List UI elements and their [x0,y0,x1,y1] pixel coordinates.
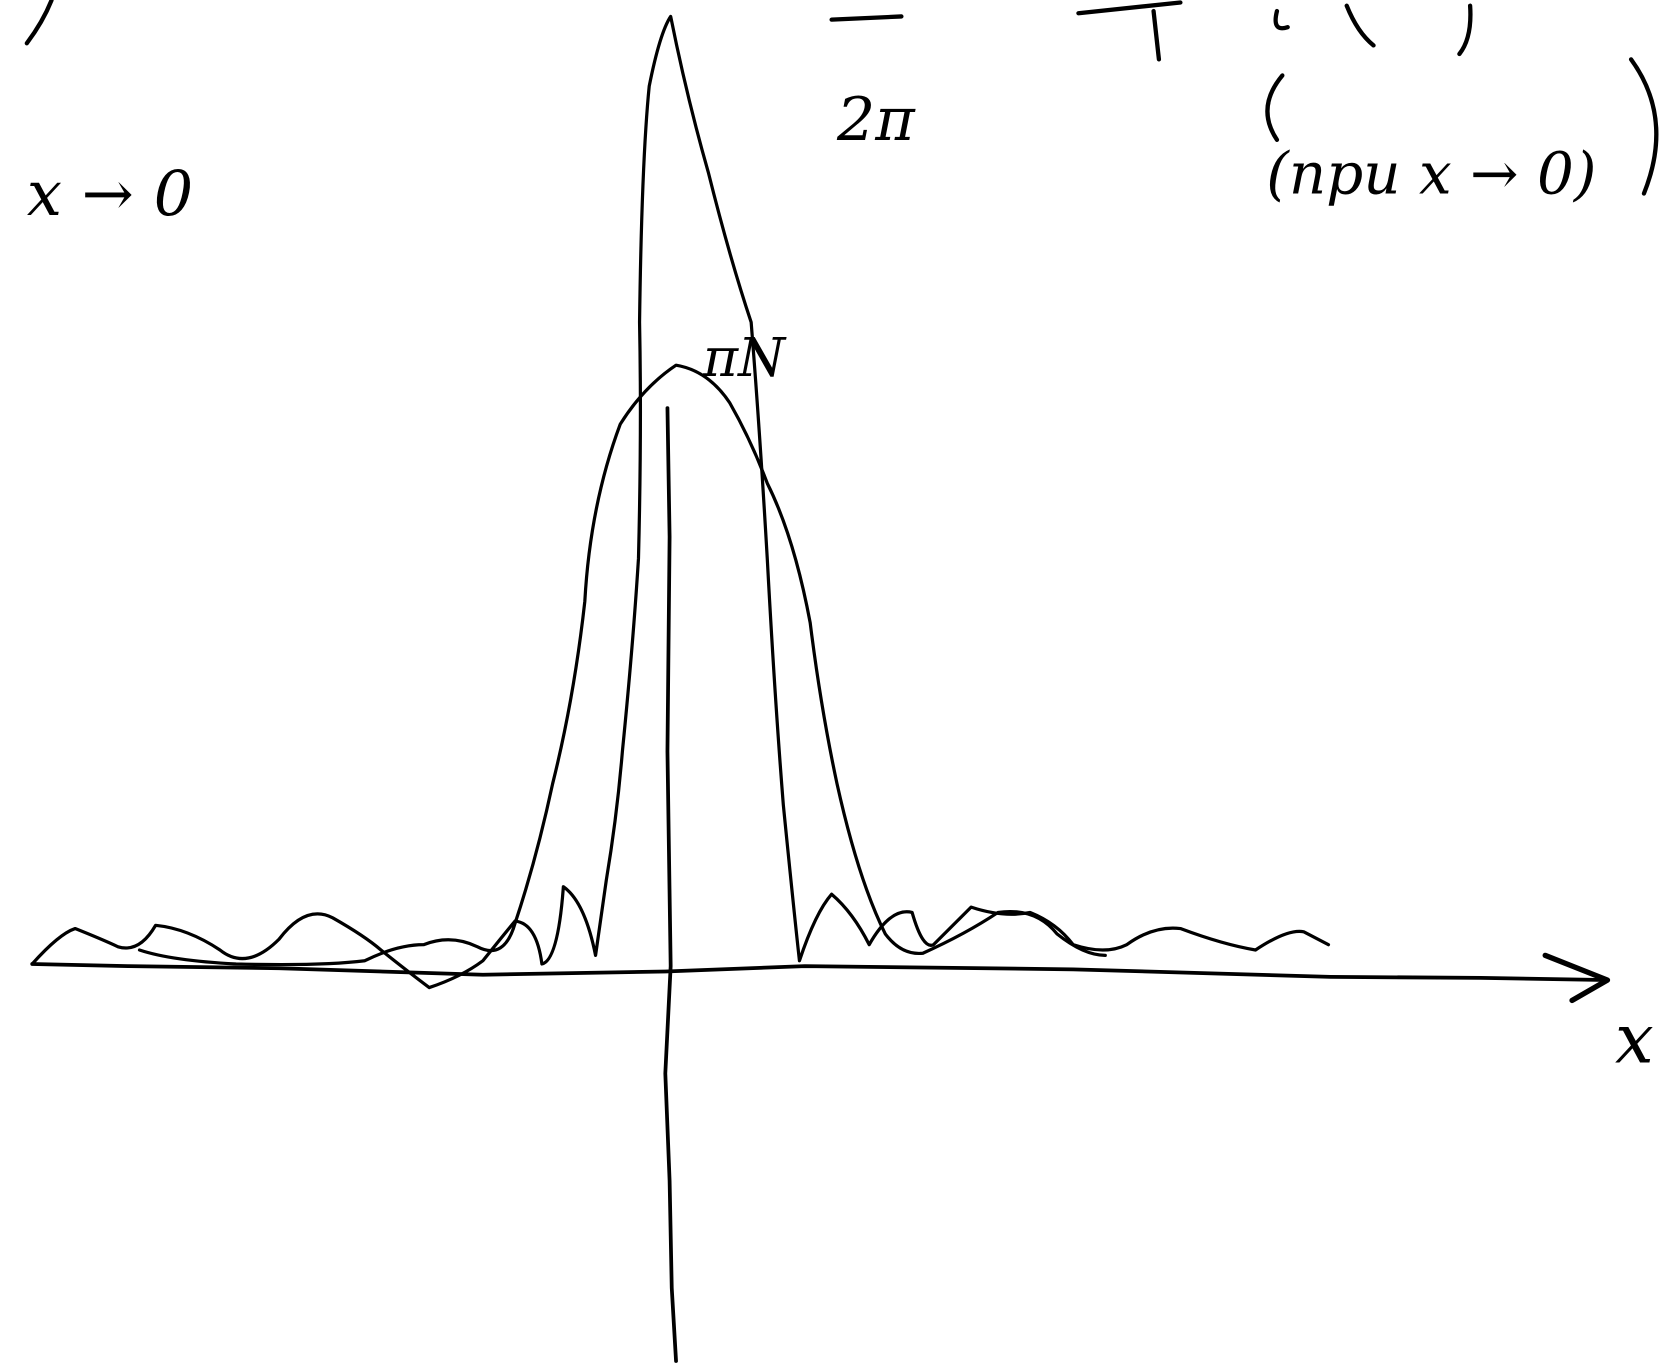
top-stroke [1273,3,1473,57]
x-axis-label: x [1615,1000,1654,1080]
bracket [1628,57,1659,196]
x-axis-arrow [1542,952,1611,1004]
limit-right-label: (при x → 0) [1266,139,1596,207]
top-stroke [829,14,904,22]
fraction-denominator: 2π [836,85,916,155]
y-axis [663,406,678,1363]
limit-left-label: x → 0 [27,157,193,230]
narrow-peak-curve [30,14,1331,990]
peak-label: πN [702,326,787,389]
top-stroke [24,0,54,46]
top-stroke [1076,0,1183,62]
x-axis [30,962,1607,982]
bracket [1265,73,1285,142]
wide-peak-curve [137,363,1107,967]
